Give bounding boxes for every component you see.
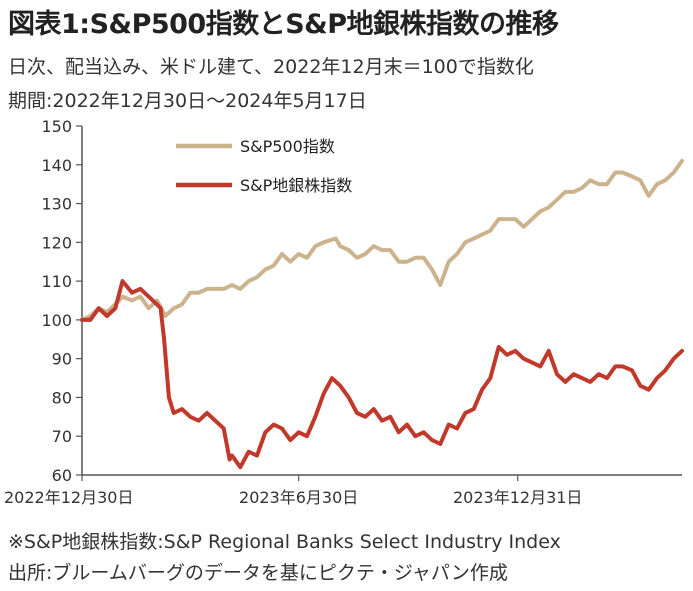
- x-tick-label: 2022年12月30日: [4, 488, 133, 507]
- y-tick-label: 120: [41, 233, 72, 252]
- y-tick-label: 110: [41, 272, 72, 291]
- y-tick-label: 90: [52, 350, 72, 369]
- chart-subtitle: 日次、配当込み、米ドル建て、2022年12月末＝100で指数化: [8, 56, 534, 78]
- chart-period: 期間:2022年12月30日～2024年5月17日: [8, 90, 367, 112]
- legend-label: S&P地銀株指数: [240, 176, 352, 195]
- y-tick-label: 150: [41, 117, 72, 136]
- series-line-sp500: [80, 158, 684, 322]
- chart-source: 出所:ブルームバーグのデータを基にピクテ・ジャパン作成: [8, 562, 508, 584]
- x-tick-label: 2023年6月30日: [239, 488, 358, 507]
- legend-label: S&P500指数: [240, 137, 335, 156]
- chart-footnote: ※S&P地銀株指数:S&P Regional Banks Select Indu…: [8, 531, 561, 553]
- y-tick-label: 100: [41, 311, 72, 330]
- x-tick-label: 2023年12月31日: [453, 488, 582, 507]
- y-tick-label: 70: [52, 427, 72, 446]
- y-tick-label: 60: [52, 466, 72, 485]
- chart-series: [80, 158, 684, 470]
- y-tick-label: 130: [41, 195, 72, 214]
- series-line-regional-banks: [80, 279, 684, 470]
- chart-legend: S&P500指数 S&P地銀株指数: [176, 137, 352, 195]
- page-title: 図表1:S&P500指数とS&P地銀株指数の推移: [8, 9, 559, 40]
- y-tick-label: 140: [41, 156, 72, 175]
- y-tick-label: 80: [52, 388, 72, 407]
- chart-axes: 60 70 80 90 100 110 120 130 140 150 2022年12月30日 202…: [4, 117, 682, 507]
